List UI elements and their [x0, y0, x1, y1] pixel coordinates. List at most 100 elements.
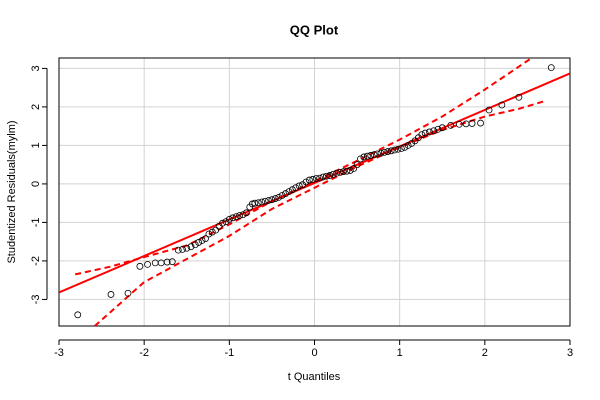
- chart-title: QQ Plot: [290, 22, 339, 37]
- point: [212, 226, 220, 234]
- point: [477, 119, 484, 127]
- point: [421, 129, 429, 137]
- y-tick-label: 0: [30, 181, 42, 187]
- point: [225, 215, 233, 223]
- y-tick-label: 1: [30, 142, 42, 148]
- point: [198, 237, 206, 244]
- point: [336, 168, 344, 176]
- point: [282, 190, 289, 197]
- point: [430, 127, 438, 135]
- point: [219, 219, 226, 227]
- y-axis-label: Studentized Residuals(mylm): [6, 120, 18, 263]
- plot-box: [58, 57, 571, 327]
- point: [468, 120, 476, 127]
- point: [401, 143, 409, 151]
- point: [107, 291, 115, 298]
- point: [261, 197, 269, 205]
- point: [208, 228, 216, 236]
- reference-line: [59, 72, 570, 294]
- point: [357, 155, 364, 163]
- y-tick-label: 2: [30, 104, 42, 110]
- point: [391, 146, 398, 154]
- point: [124, 289, 132, 297]
- point: [426, 128, 433, 136]
- point: [397, 145, 405, 152]
- x-axis-label: t Quantiles: [288, 371, 341, 383]
- point: [363, 152, 371, 160]
- point: [183, 244, 191, 252]
- point: [163, 258, 171, 266]
- point: [418, 131, 426, 139]
- point: [309, 175, 317, 183]
- point: [319, 173, 327, 181]
- y-tick-label: -2: [30, 256, 42, 266]
- point: [195, 239, 203, 246]
- point: [74, 311, 82, 319]
- point: [136, 262, 144, 270]
- point: [174, 246, 182, 254]
- point: [305, 176, 313, 184]
- point: [302, 178, 310, 186]
- confidence-envelope: [74, 58, 533, 276]
- x-tick-label: 2: [482, 347, 488, 359]
- point: [353, 161, 361, 169]
- point: [271, 195, 279, 202]
- point: [316, 174, 324, 182]
- point: [323, 172, 330, 180]
- point: [394, 145, 402, 153]
- confidence-envelope: [94, 100, 545, 326]
- point: [438, 124, 446, 132]
- point: [278, 192, 286, 199]
- point: [239, 211, 247, 219]
- point: [187, 243, 195, 251]
- y-tick-label: -3: [30, 295, 42, 305]
- point: [275, 193, 283, 201]
- x-tick-label: 0: [311, 347, 317, 359]
- point: [498, 101, 506, 109]
- point: [179, 245, 186, 253]
- y-tick-label: -1: [30, 218, 42, 228]
- x-tick-label: -1: [224, 347, 234, 359]
- point: [404, 142, 412, 149]
- point: [191, 241, 199, 249]
- x-tick-label: -2: [139, 347, 149, 359]
- point: [202, 235, 209, 242]
- point: [288, 186, 296, 194]
- point: [268, 196, 276, 204]
- point: [232, 213, 240, 221]
- x-tick-label: 3: [567, 347, 573, 359]
- point: [515, 93, 523, 101]
- x-tick-label: -3: [54, 347, 64, 359]
- point: [292, 184, 300, 192]
- point: [205, 230, 213, 238]
- point: [222, 218, 230, 226]
- point: [295, 182, 303, 190]
- point: [377, 149, 385, 157]
- point: [340, 168, 347, 175]
- point: [485, 106, 493, 114]
- point: [360, 153, 368, 161]
- point: [144, 260, 151, 268]
- point: [343, 167, 351, 175]
- point: [455, 120, 463, 128]
- point: [258, 198, 266, 206]
- point: [387, 147, 395, 155]
- point: [367, 152, 375, 159]
- point: [346, 167, 354, 174]
- point: [229, 214, 237, 222]
- point: [285, 188, 293, 196]
- point: [380, 148, 388, 156]
- point: [447, 121, 455, 129]
- x-tick-label: 1: [397, 347, 403, 359]
- point: [251, 199, 259, 207]
- point: [236, 212, 243, 219]
- point: [326, 172, 334, 179]
- point: [370, 151, 378, 159]
- point: [434, 125, 442, 133]
- point: [168, 258, 176, 266]
- point: [242, 209, 250, 217]
- point: [547, 64, 555, 72]
- point: [333, 169, 341, 177]
- point: [254, 199, 262, 207]
